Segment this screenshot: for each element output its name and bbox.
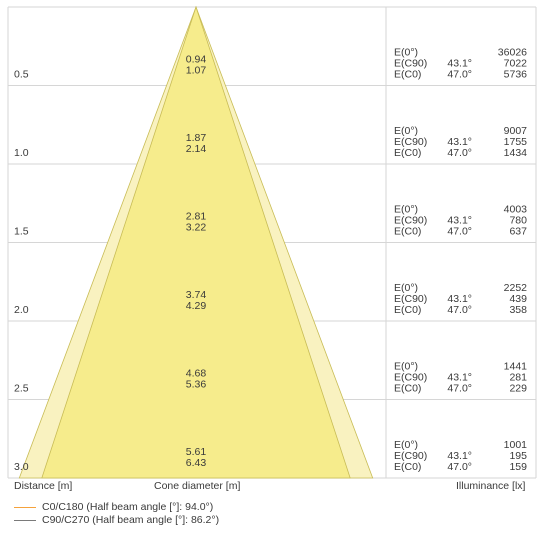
legend-item-c90-c270: C90/C270 (Half beam angle [°]: 86.2°) <box>14 514 219 526</box>
illum-ec0-label-4: E(C0) <box>394 383 421 395</box>
illum-ec90-label-4: E(C90) <box>394 372 427 384</box>
illuminance-axis-label: Illuminance [lx] <box>456 480 526 492</box>
cone-diameter-axis-label: Cone diameter [m] <box>154 480 241 492</box>
illum-ec90-value-2: 780 <box>509 215 527 227</box>
distance-label-0: 0.5 <box>14 69 29 81</box>
illum-ec90-angle-5: 43.1° <box>447 450 472 462</box>
illum-ec90-label-3: E(C90) <box>394 293 427 305</box>
illum-ec0-label-1: E(C0) <box>394 147 421 159</box>
illum-ec0-label-3: E(C0) <box>394 304 421 316</box>
illum-e0-label-2: E(0°) <box>394 204 418 216</box>
distance-label-3: 2.0 <box>14 304 29 316</box>
illum-ec0-angle-0: 47.0° <box>447 69 472 81</box>
illum-e0-label-3: E(0°) <box>394 282 418 294</box>
legend-item-c0-c180: C0/C180 (Half beam angle [°]: 94.0°) <box>14 501 213 513</box>
illum-e0-value-2: 4003 <box>504 204 528 216</box>
cone-diameter-c90-c270-2: 3.22 <box>186 222 207 234</box>
illum-ec90-label-0: E(C90) <box>394 58 427 70</box>
illum-ec90-angle-4: 43.1° <box>447 372 472 384</box>
illum-ec0-angle-4: 47.0° <box>447 383 472 395</box>
illum-e0-value-3: 2252 <box>504 282 528 294</box>
illum-ec0-label-5: E(C0) <box>394 461 421 473</box>
distance-label-5: 3.0 <box>14 461 29 473</box>
cone-layer <box>18 5 374 479</box>
cone-diameter-c0-c180-1: 1.87 <box>186 132 207 144</box>
illum-ec0-label-0: E(C0) <box>394 69 421 81</box>
cone-diameter-c90-c270-4: 5.36 <box>186 379 207 391</box>
illum-ec0-value-0: 5736 <box>504 69 528 81</box>
illum-ec90-label-2: E(C90) <box>394 215 427 227</box>
illum-ec90-angle-3: 43.1° <box>447 293 472 305</box>
cone-diameter-c90-c270-1: 2.14 <box>186 143 207 155</box>
illum-ec0-value-1: 1434 <box>504 147 528 159</box>
illum-ec0-value-2: 637 <box>509 226 527 238</box>
distance-axis-label: Distance [m] <box>14 480 73 492</box>
distance-label-1: 1.0 <box>14 147 29 159</box>
cone-diameter-c90-c270-5: 6.43 <box>186 457 207 469</box>
illum-e0-value-0: 36026 <box>498 47 527 59</box>
cone-diameter-c0-c180-4: 4.68 <box>186 368 207 380</box>
cone-diameter-c0-c180-3: 3.74 <box>186 289 207 301</box>
legend-swatch-c90-c270 <box>14 519 36 521</box>
illum-ec90-angle-2: 43.1° <box>447 215 472 227</box>
cone-diameter-c0-c180-0: 0.94 <box>186 54 207 66</box>
legend-label-c0-c180: C0/C180 (Half beam angle [°]: 94.0°) <box>42 501 214 513</box>
illum-e0-value-4: 1441 <box>504 361 528 373</box>
illum-e0-label-5: E(0°) <box>394 439 418 451</box>
legend-label-c90-c270: C90/C270 (Half beam angle [°]: 86.2°) <box>42 514 220 526</box>
legend-swatch-c0-c180 <box>14 506 36 508</box>
illum-e0-label-4: E(0°) <box>394 361 418 373</box>
cone-c0-c180 <box>41 5 351 479</box>
illum-e0-label-0: E(0°) <box>394 47 418 59</box>
illum-ec0-value-3: 358 <box>509 304 527 316</box>
illum-ec90-value-3: 439 <box>509 293 527 305</box>
illum-ec0-angle-1: 47.0° <box>447 147 472 159</box>
illum-ec90-angle-1: 43.1° <box>447 136 472 148</box>
cone-diameter-c90-c270-3: 4.29 <box>186 300 207 312</box>
illum-ec0-value-5: 159 <box>509 461 527 473</box>
illum-e0-value-5: 1001 <box>504 439 528 451</box>
illum-ec90-value-0: 7022 <box>504 58 528 70</box>
illum-ec90-label-5: E(C90) <box>394 450 427 462</box>
cone-diameter-c0-c180-2: 2.81 <box>186 211 207 223</box>
illum-ec90-label-1: E(C90) <box>394 136 427 148</box>
illum-e0-value-1: 9007 <box>504 125 528 137</box>
label-layer: 0.5 0.941.07 E(0°) 36026 E(C90) 43.1° 7022 E(C0… <box>14 47 527 474</box>
illum-ec0-value-4: 229 <box>509 383 527 395</box>
illum-ec90-value-5: 195 <box>509 450 527 462</box>
illum-ec90-value-1: 1755 <box>504 136 528 148</box>
illum-e0-label-1: E(0°) <box>394 125 418 137</box>
distance-label-2: 1.5 <box>14 226 29 238</box>
illum-ec90-value-4: 281 <box>509 372 527 384</box>
illum-ec0-angle-5: 47.0° <box>447 461 472 473</box>
cone-diameter-c0-c180-5: 5.61 <box>186 446 207 458</box>
illum-ec0-label-2: E(C0) <box>394 226 421 238</box>
cone-diameter-c90-c270-0: 1.07 <box>186 65 207 77</box>
illum-ec90-angle-0: 43.1° <box>447 58 472 70</box>
distance-label-4: 2.5 <box>14 383 29 395</box>
illum-ec0-angle-2: 47.0° <box>447 226 472 238</box>
illum-ec0-angle-3: 47.0° <box>447 304 472 316</box>
